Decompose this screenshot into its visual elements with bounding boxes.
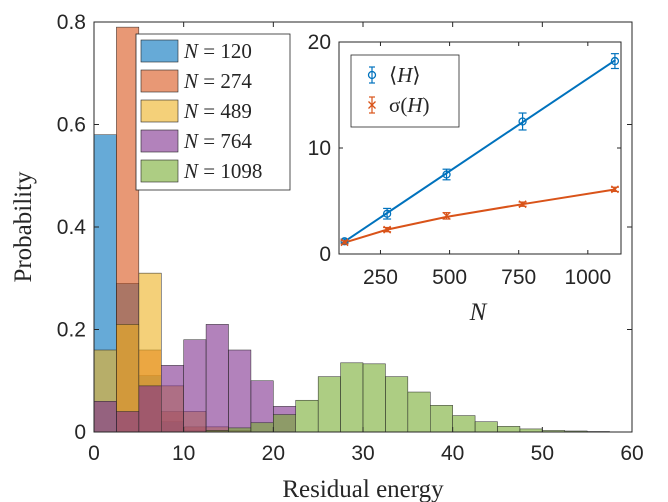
- main-legend: N = 120 N = 274 N = 489 N = 764 N = 1098: [136, 34, 290, 190]
- main-y-tick-label-0: 0: [74, 421, 86, 444]
- inset-y-tick-label-0: 0: [319, 243, 331, 266]
- main-y-tick-label-2: 0.4: [57, 216, 87, 239]
- main-x-tick-label-5: 50: [531, 442, 554, 465]
- main-x-tick-label-3: 30: [351, 442, 374, 465]
- histogram-bar-series-4-bin-1: [229, 428, 251, 432]
- inset-legend-label-1: σ(H): [389, 93, 430, 117]
- inset-x-tick-label-2: 750: [501, 266, 536, 289]
- inset-x-axis-label: N: [469, 299, 488, 326]
- inset-y-tick-label-2: 20: [308, 31, 331, 54]
- inset-x-tick-label-3: 1000: [564, 266, 611, 289]
- histogram-bar-series-4-bin-7: [363, 364, 385, 432]
- main-x-tick-label-2: 20: [262, 442, 285, 465]
- main-x-tick-label-1: 10: [172, 442, 195, 465]
- histogram-bar-series-4-bin-3: [273, 415, 295, 432]
- inset-y-tick-label-1: 10: [308, 137, 331, 160]
- main-legend-swatch-1: [141, 70, 178, 92]
- histogram-bar-series-4-bin-10: [430, 405, 452, 432]
- main-y-tick-label-3: 0.6: [57, 114, 86, 137]
- main-legend-swatch-2: [141, 100, 178, 122]
- histogram-bar-series-3-bin-5: [206, 324, 228, 432]
- main-y-tick-label-1: 0.2: [57, 319, 86, 342]
- main-legend-label-3: N = 764: [183, 129, 252, 153]
- histogram-bar-series-3-bin-2: [139, 386, 161, 432]
- histogram-bar-series-4-bin-11: [453, 416, 475, 432]
- histogram-bar-series-4-bin-13: [498, 426, 520, 432]
- histogram-bar-series-4-bin-5: [318, 377, 340, 432]
- main-x-tick-label-6: 60: [620, 442, 643, 465]
- histogram-bar-series-4-bin-12: [475, 422, 497, 432]
- inset-x-tick-label-1: 500: [432, 266, 467, 289]
- main-legend-swatch-4: [141, 160, 178, 182]
- histogram-bar-series-4-bin-6: [341, 363, 363, 432]
- histogram-bar-series-3-bin-4: [184, 340, 206, 432]
- main-x-tick-label-4: 40: [441, 442, 464, 465]
- main-legend-label-0: N = 120: [183, 39, 252, 63]
- histogram-bar-series-4-bin-8: [385, 377, 407, 432]
- histogram-bar-series-4-bin-9: [408, 392, 430, 432]
- main-y-axis-label: Probability: [10, 171, 37, 283]
- inset-legend: ⟨H⟩ σ(H): [351, 55, 459, 127]
- main-legend-swatch-0: [141, 40, 178, 62]
- main-legend-swatch-3: [141, 130, 178, 152]
- main-x-axis-label: Residual energy: [282, 476, 444, 502]
- main-legend-label-4: N = 1098: [183, 159, 262, 183]
- histogram-bar-series-3-bin-3: [161, 365, 183, 432]
- inset-x-tick-label-0: 250: [363, 266, 398, 289]
- histogram-bar-series-3-bin-1: [116, 412, 138, 433]
- main-legend-label-2: N = 489: [183, 99, 252, 123]
- histogram-bar-series-4-bin-2: [251, 423, 273, 432]
- main-legend-label-1: N = 274: [183, 69, 252, 93]
- main-x-tick-label-0: 0: [88, 442, 100, 465]
- histogram-bar-series-4-bin-4: [296, 400, 318, 432]
- main-y-tick-label-4: 0.8: [57, 11, 86, 34]
- histogram-bar-series-3-bin-6: [229, 350, 251, 432]
- inset-legend-label-0: ⟨H⟩: [389, 63, 421, 87]
- main-legend-items: N = 120 N = 274 N = 489 N = 764 N = 1098: [141, 39, 262, 183]
- histogram-bar-series-3-bin-0: [94, 401, 116, 432]
